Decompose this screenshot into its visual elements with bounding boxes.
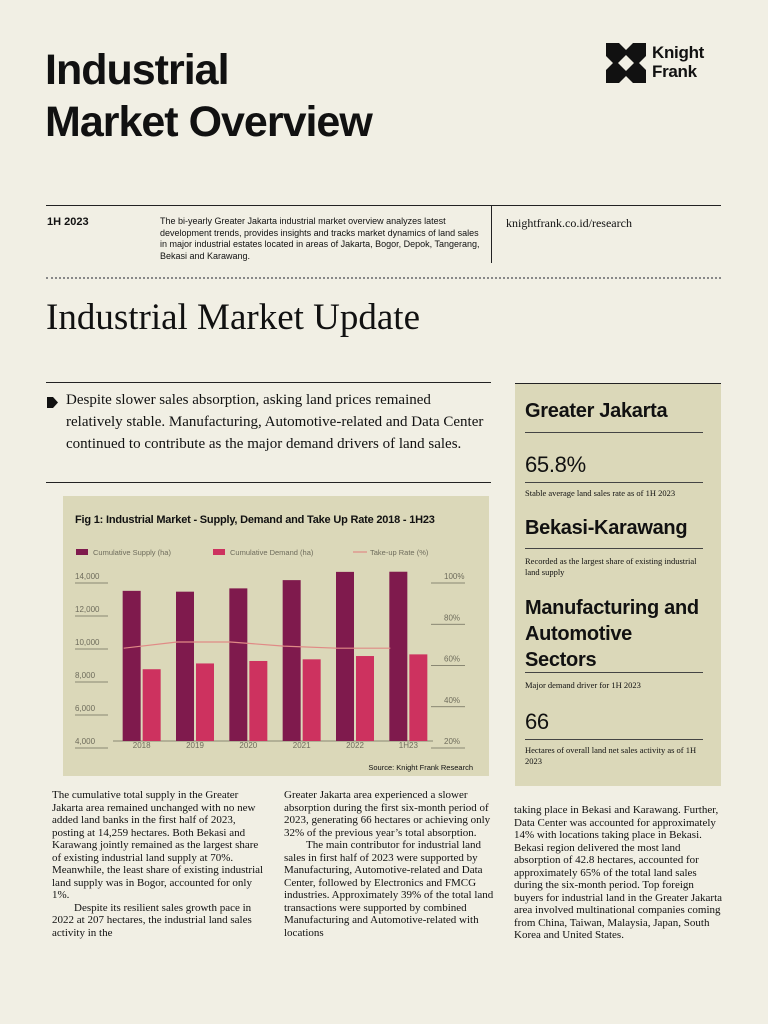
- report-description: The bi-yearly Greater Jakarta industrial…: [160, 216, 480, 261]
- stat-net-sales: 66: [525, 709, 549, 734]
- bullet-arrow-icon: [47, 397, 58, 408]
- logo-line-2: Frank: [652, 62, 697, 81]
- highlight-text: Despite slower sales absorption, asking …: [66, 392, 484, 452]
- sidebar-rule: [525, 432, 703, 433]
- legend-label: Cumulative Demand (ha): [230, 548, 314, 557]
- body-column-3: taking place in Bekasi and Karawang. Fur…: [514, 804, 724, 942]
- meta-top-rule: [46, 205, 721, 206]
- y-left-tick-label: 14,000: [75, 572, 100, 581]
- bar-supply-2018: [122, 590, 141, 741]
- logo-wordmark: Knight Frank: [652, 43, 704, 81]
- stat-demand-driver-caption: Major demand driver for 1H 2023: [525, 680, 641, 690]
- chart-source: Source: Knight Frank Research: [368, 763, 473, 772]
- y-right-tick-label: 20%: [444, 737, 460, 746]
- x-tick-label: 1H23: [399, 741, 419, 750]
- section-title: Industrial Market Update: [46, 297, 420, 338]
- title-line-1: Industrial: [45, 46, 230, 94]
- legend-label: Cumulative Supply (ha): [93, 548, 171, 557]
- knight-frank-logo: Knight Frank: [606, 43, 722, 85]
- bar-demand-2019: [196, 663, 214, 741]
- stat-largest-supply: Bekasi-Karawang: [525, 517, 688, 539]
- legend-swatch: [76, 549, 88, 555]
- dotted-divider: [46, 277, 721, 279]
- bar-demand-2021: [302, 659, 321, 741]
- x-tick-label: 2022: [346, 741, 364, 750]
- body-paragraph: Despite its resilient sales growth pace …: [52, 901, 252, 939]
- body-paragraph: The cumulative total supply in the Great…: [52, 789, 264, 901]
- highlight-bottom-rule: [46, 482, 491, 483]
- title-line-2: Market Overview: [45, 98, 373, 146]
- y-left-tick-label: 12,000: [75, 605, 100, 614]
- y-right-tick-label: 40%: [444, 696, 460, 705]
- stat-sales-rate-caption: Stable average land sales rate as of 1H …: [525, 488, 676, 498]
- bar-supply-2021: [282, 580, 301, 741]
- y-right-tick-label: 60%: [444, 655, 460, 664]
- stat-sales-rate: 65.8%: [525, 452, 586, 477]
- body-column-1: The cumulative total supply in the Great…: [52, 789, 266, 939]
- bar-demand-2018: [142, 669, 161, 741]
- y-left-tick-label: 8,000: [75, 671, 96, 680]
- stat-demand-driver: Manufacturing and Automotive Sectors: [525, 597, 699, 671]
- chart-title: Fig 1: Industrial Market - Supply, Deman…: [75, 514, 435, 526]
- chart-svg: 4,000 6,000 8,000 10,000 12,000 14,000 20% 40% 6…: [75, 548, 473, 772]
- stat-largest-supply-caption: Recorded as the largest share of existin…: [525, 556, 697, 577]
- take-up-rate-line: [123, 641, 391, 649]
- logo-line-1: Knight: [652, 43, 705, 62]
- sidebar-region: Greater Jakarta: [525, 400, 668, 422]
- report-period: 1H 2023: [47, 216, 89, 228]
- y-left-tick-label: 6,000: [75, 704, 96, 713]
- body-paragraph: Greater Jakarta area experienced a slowe…: [284, 789, 491, 839]
- legend-swatch: [213, 549, 225, 555]
- y-right-tick-label: 80%: [444, 613, 460, 622]
- report-title: Industrial Market Overview: [45, 44, 373, 148]
- bar-supply-2022: [336, 571, 354, 741]
- x-tick-label: 2018: [133, 741, 151, 750]
- body-paragraph: The main contributor for industrial land…: [284, 839, 494, 939]
- knight-frank-logo-icon: [606, 43, 646, 83]
- key-facts-sidebar: Greater Jakarta 65.8% Stable average lan…: [515, 383, 721, 786]
- sidebar-rule: [525, 482, 703, 483]
- stat-net-sales-caption: Hectares of overall land net sales activ…: [525, 745, 697, 766]
- y-left-tick-label: 10,000: [75, 638, 100, 647]
- meta-divider: [491, 206, 492, 263]
- bar-supply-1H23: [389, 571, 408, 741]
- body-column-2: Greater Jakarta area experienced a slowe…: [284, 789, 498, 939]
- x-tick-label: 2019: [186, 741, 204, 750]
- bar-demand-1H23: [409, 654, 428, 741]
- x-tick-label: 2020: [239, 741, 257, 750]
- sidebar-rule: [525, 548, 703, 549]
- x-tick-label: 2021: [293, 741, 311, 750]
- bar-demand-2022: [356, 656, 374, 741]
- bar-demand-2020: [249, 660, 268, 741]
- highlight-top-rule: [46, 382, 491, 383]
- y-left-tick-label: 4,000: [75, 737, 96, 746]
- sidebar-rule: [525, 672, 703, 673]
- bar-supply-2020: [229, 588, 248, 741]
- research-link[interactable]: knightfrank.co.id/research: [506, 216, 632, 230]
- body-paragraph: taking place in Bekasi and Karawang. Fur…: [514, 804, 723, 941]
- legend-label: Take-up Rate (%): [370, 548, 429, 557]
- y-right-tick-label: 100%: [444, 572, 464, 581]
- sidebar-rule: [525, 739, 703, 740]
- figure-1: Fig 1: Industrial Market - Supply, Deman…: [63, 496, 489, 776]
- bar-supply-2019: [176, 591, 194, 741]
